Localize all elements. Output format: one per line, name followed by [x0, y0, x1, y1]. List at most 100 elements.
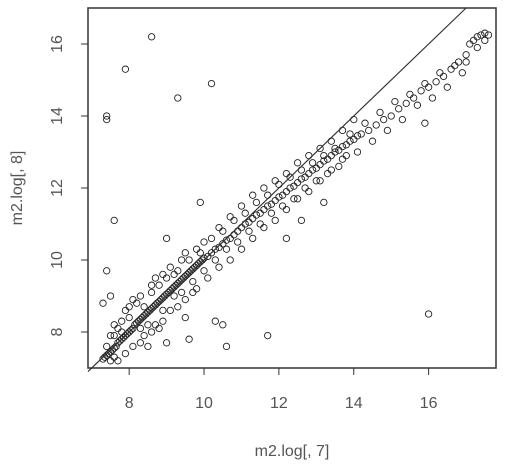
data-point	[308, 166, 317, 174]
data-point	[346, 137, 354, 145]
data-point	[331, 144, 339, 153]
data-point	[110, 321, 118, 329]
data-point	[181, 313, 189, 322]
data-point	[181, 295, 189, 304]
data-point	[338, 142, 347, 151]
data-point	[166, 263, 174, 271]
data-point	[166, 306, 174, 315]
data-point	[267, 209, 276, 217]
data-point	[249, 191, 257, 199]
data-point	[282, 234, 291, 243]
data-point	[155, 281, 163, 289]
data-point	[215, 263, 223, 271]
data-point	[118, 317, 126, 325]
data-point	[222, 245, 231, 253]
data-point	[118, 328, 126, 336]
data-point	[451, 61, 459, 70]
data-point	[200, 254, 208, 262]
data-point	[260, 223, 268, 232]
data-point	[110, 216, 118, 225]
data-point	[380, 115, 388, 124]
data-point	[159, 306, 167, 315]
x-tick-label: 8	[125, 395, 134, 412]
data-point	[211, 317, 219, 325]
y-axis: 8 10 12 14 16	[49, 35, 88, 336]
data-point	[121, 65, 130, 73]
data-point	[204, 274, 212, 282]
data-point	[372, 121, 380, 129]
data-point	[226, 256, 234, 264]
data-point	[402, 99, 410, 108]
data-point	[286, 184, 294, 192]
data-point	[249, 234, 257, 243]
data-point	[398, 115, 407, 124]
data-point	[170, 292, 178, 300]
data-point	[264, 202, 272, 210]
data-point	[155, 324, 163, 333]
data-point	[312, 177, 320, 185]
data-point	[99, 299, 107, 307]
x-axis-label: m2.log[, 7]	[255, 443, 330, 460]
data-point	[432, 78, 440, 86]
data-point	[222, 236, 231, 244]
data-point	[413, 101, 422, 109]
data-point	[391, 97, 399, 106]
data-point	[473, 43, 481, 52]
data-point	[114, 357, 122, 365]
data-point	[234, 238, 242, 246]
y-axis-label: m2.log[, 8]	[9, 151, 26, 226]
data-point	[308, 159, 317, 167]
data-point	[103, 342, 111, 351]
data-point	[481, 36, 489, 45]
data-point	[245, 227, 253, 235]
data-point	[106, 331, 115, 340]
data-point	[293, 159, 302, 167]
data-point	[112, 342, 120, 351]
data-point	[211, 256, 219, 264]
data-point	[458, 69, 466, 77]
data-point	[147, 328, 156, 336]
data-point	[443, 83, 451, 91]
data-point	[159, 270, 167, 279]
data-point	[424, 310, 433, 318]
data-point	[200, 267, 208, 275]
data-point	[125, 313, 133, 322]
data-point	[353, 132, 362, 140]
y-tick-label: 10	[49, 251, 66, 269]
data-point	[144, 321, 152, 329]
data-point	[136, 292, 145, 300]
data-point	[346, 130, 354, 138]
data-point	[237, 202, 246, 210]
data-point	[196, 198, 204, 207]
data-point	[185, 335, 193, 343]
data-point	[327, 166, 335, 174]
data-point	[342, 151, 350, 160]
x-axis: 8 10 12 14 16	[125, 368, 438, 412]
data-point	[140, 303, 148, 311]
data-point	[147, 288, 156, 297]
y-tick-label: 16	[49, 35, 66, 53]
data-point	[316, 144, 324, 153]
data-point	[361, 119, 369, 127]
data-point	[103, 112, 111, 120]
x-tick-label: 14	[345, 395, 363, 412]
data-point	[103, 267, 111, 275]
data-point	[357, 130, 365, 138]
data-point	[241, 209, 249, 217]
data-point	[462, 51, 470, 59]
data-point	[215, 223, 223, 232]
data-point	[395, 105, 403, 113]
data-point	[297, 216, 306, 225]
data-point	[174, 303, 182, 311]
data-point	[477, 31, 485, 39]
data-point	[428, 94, 437, 102]
data-point	[320, 157, 328, 165]
data-point	[170, 270, 178, 279]
data-point	[200, 238, 208, 246]
data-point	[417, 87, 425, 95]
data-point	[484, 31, 493, 39]
x-tick-label: 10	[195, 395, 213, 412]
data-point	[136, 324, 145, 333]
data-point	[144, 342, 152, 351]
data-point	[271, 177, 279, 185]
